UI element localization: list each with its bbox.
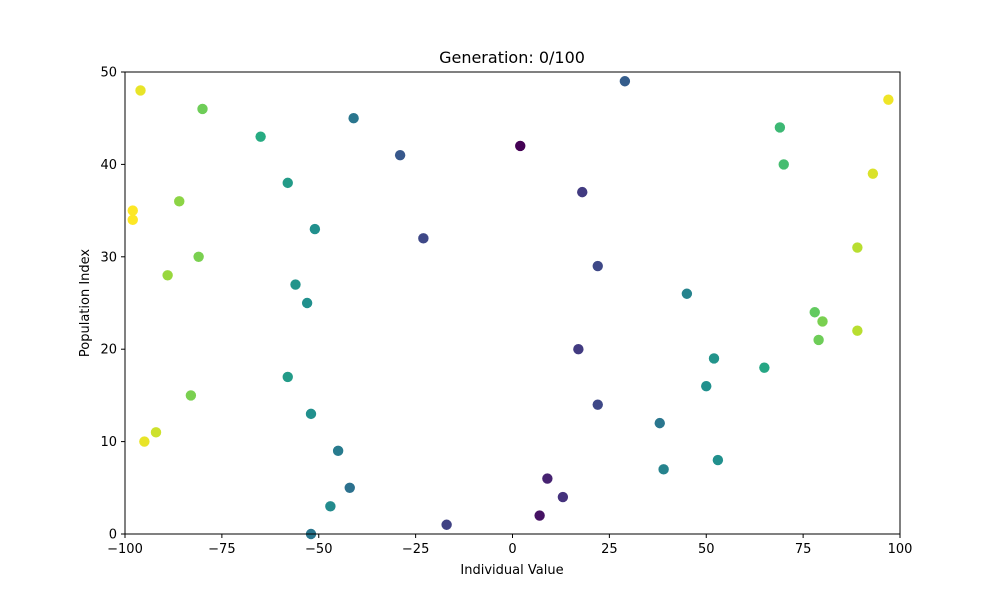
scatter-point bbox=[867, 168, 879, 179]
x-tick-label: −75 bbox=[208, 542, 235, 557]
x-tick-label: 0 bbox=[508, 542, 516, 557]
scatter-point bbox=[592, 399, 603, 410]
y-tick-label: 40 bbox=[100, 158, 117, 173]
scatter-point bbox=[573, 344, 584, 355]
x-tick-label: 25 bbox=[601, 542, 618, 557]
scatter-point bbox=[592, 260, 603, 272]
y-tick-label: 50 bbox=[100, 66, 117, 81]
scatter-point bbox=[809, 307, 820, 318]
scatter-point bbox=[654, 417, 665, 429]
scatter-point bbox=[681, 288, 693, 299]
y-tick-label: 0 bbox=[109, 528, 117, 543]
scatter-point bbox=[418, 233, 429, 244]
y-tick-label: 20 bbox=[100, 343, 117, 358]
scatter-point bbox=[701, 380, 712, 392]
scatter-point bbox=[150, 427, 162, 438]
scatter-point bbox=[557, 491, 569, 503]
scatter-point bbox=[883, 94, 894, 105]
y-axis-label: Population Index bbox=[78, 249, 93, 358]
scatter-point bbox=[712, 454, 724, 466]
scatter-point bbox=[542, 473, 553, 484]
scatter-point bbox=[619, 76, 631, 87]
scatter-point bbox=[774, 122, 786, 133]
scatter-point bbox=[282, 371, 293, 383]
scatter-point bbox=[305, 408, 317, 420]
scatter-point bbox=[759, 362, 770, 373]
scatter-point bbox=[193, 251, 204, 262]
x-tick-label: 75 bbox=[795, 542, 812, 557]
x-tick-label: −100 bbox=[107, 542, 143, 557]
y-axis-ticks: 0 10 20 30 40 50 bbox=[100, 66, 125, 543]
scatter-point bbox=[282, 177, 293, 189]
scatter-point bbox=[162, 270, 173, 281]
scatter-point bbox=[515, 140, 526, 152]
scatter-point bbox=[658, 464, 669, 475]
scatter-point bbox=[577, 186, 588, 198]
scatter-point bbox=[301, 297, 313, 309]
scatter-point bbox=[290, 279, 301, 290]
scatter-point bbox=[135, 85, 146, 96]
scatter-point bbox=[174, 196, 185, 207]
scatter-point bbox=[185, 390, 197, 401]
scatter-point bbox=[394, 149, 406, 161]
y-tick-label: 10 bbox=[100, 435, 117, 450]
scatter-point bbox=[817, 316, 828, 327]
scatter-point bbox=[325, 501, 336, 512]
scatter-point bbox=[197, 103, 208, 115]
scatter-point bbox=[708, 353, 720, 364]
y-tick-label: 30 bbox=[100, 250, 117, 265]
x-tick-label: −25 bbox=[402, 542, 429, 557]
x-tick-label: 50 bbox=[698, 542, 715, 557]
x-tick-label: 100 bbox=[888, 542, 913, 557]
chart-title: Generation: 0/100 bbox=[439, 48, 585, 67]
scatter-point bbox=[127, 205, 138, 216]
scatter-point bbox=[348, 113, 359, 124]
scatter-point bbox=[852, 242, 863, 253]
scatter-point bbox=[255, 131, 266, 142]
scatter-point bbox=[332, 445, 344, 457]
x-axis-label: Individual Value bbox=[460, 563, 563, 578]
scatter-point bbox=[852, 325, 863, 336]
scatter-point bbox=[309, 223, 321, 235]
scatter-point bbox=[344, 482, 355, 493]
plot-frame bbox=[124, 71, 901, 535]
points-layer bbox=[127, 76, 894, 540]
scatter-point bbox=[813, 334, 824, 346]
scatter-point bbox=[441, 519, 452, 530]
scatter-point bbox=[778, 159, 789, 170]
scatter-point bbox=[127, 214, 138, 226]
x-tick-label: −50 bbox=[305, 542, 332, 557]
x-axis-ticks: −100 −75 −50 −25 0 25 50 75 100 bbox=[107, 534, 912, 557]
scatter-point bbox=[139, 436, 150, 447]
scatter-point bbox=[534, 510, 545, 521]
